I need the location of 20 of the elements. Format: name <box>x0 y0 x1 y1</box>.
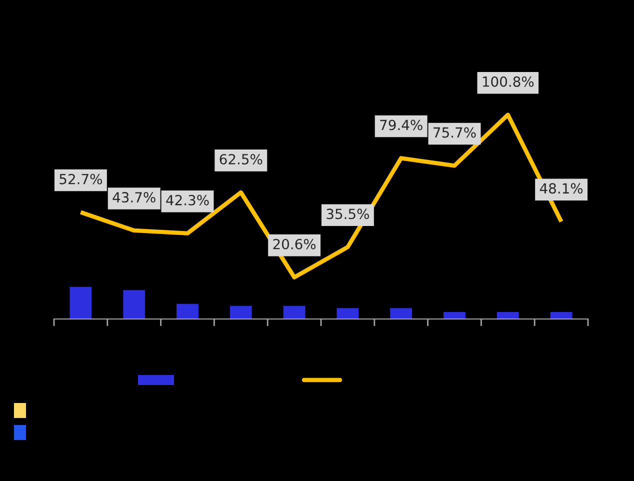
bar <box>390 308 412 319</box>
bar <box>444 312 466 319</box>
bar <box>550 312 572 319</box>
bar <box>123 290 146 319</box>
bar <box>336 308 359 319</box>
data-label: 62.5% <box>220 154 262 164</box>
data-label: 48.1% <box>540 183 583 194</box>
bar <box>230 306 252 319</box>
data-label: 35.5% <box>326 208 369 220</box>
data-label: 42.3% <box>166 194 209 206</box>
data-label: 52.7% <box>60 174 102 184</box>
bar <box>283 306 306 319</box>
bar <box>70 286 92 319</box>
data-label: 75.7% <box>434 127 476 138</box>
data-label: 20.6% <box>273 238 316 250</box>
bar <box>496 312 519 319</box>
data-label: 79.4% <box>380 120 422 130</box>
data-label: 100.8% <box>482 76 534 87</box>
bar <box>176 304 198 319</box>
data-label: 43.7% <box>112 192 156 203</box>
